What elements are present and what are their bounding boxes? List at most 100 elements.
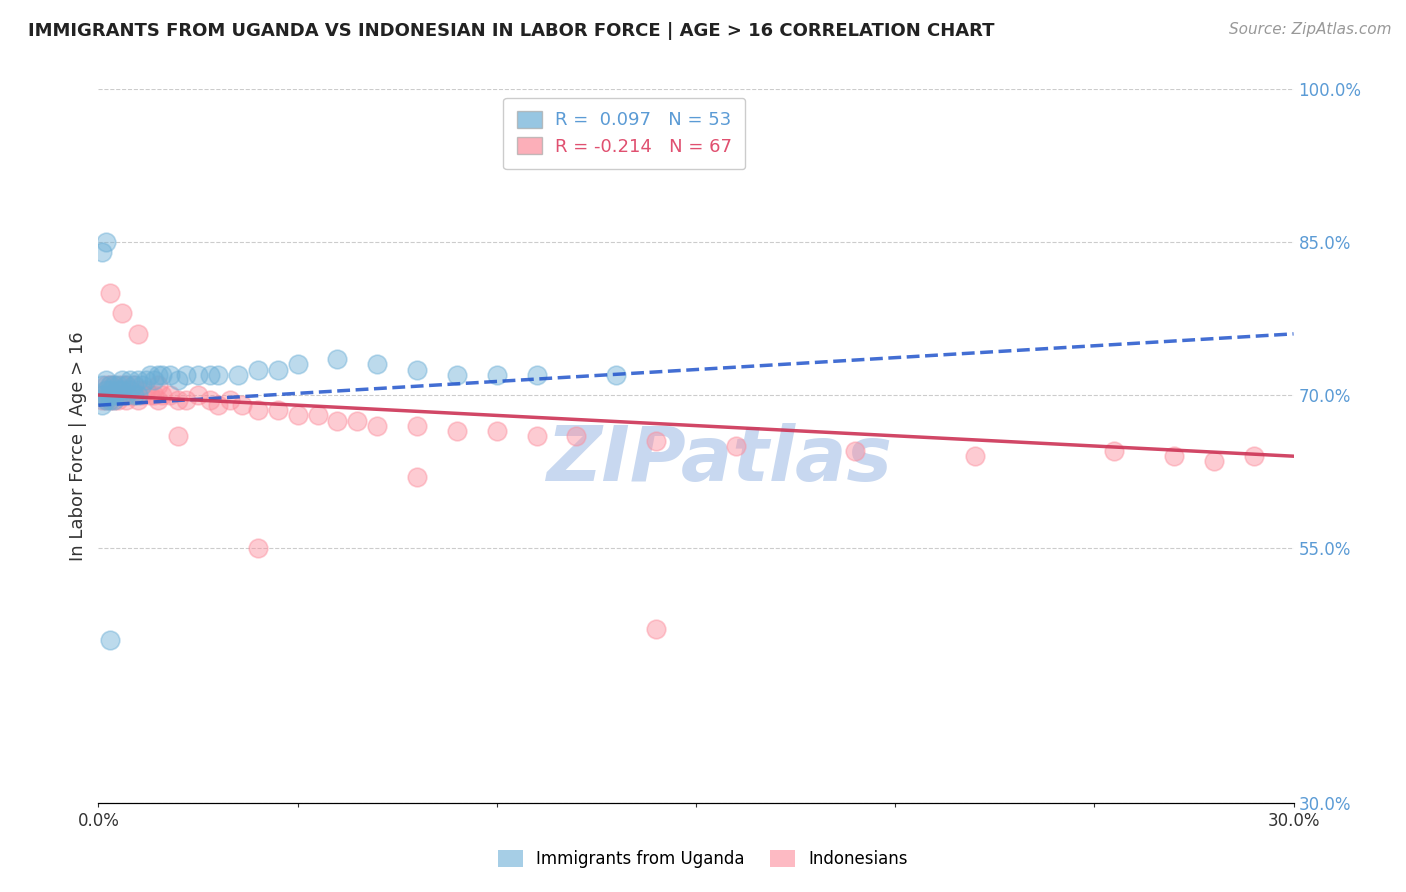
Point — [148, 368, 170, 382]
Point — [96, 235, 118, 249]
Point — [131, 377, 153, 392]
Point — [526, 368, 548, 382]
Y-axis label: In Labor Force | Age > 16: In Labor Force | Age > 16 — [69, 331, 87, 561]
Point — [124, 388, 146, 402]
Point — [115, 377, 138, 392]
Point — [124, 377, 146, 392]
Point — [135, 383, 157, 397]
Point — [107, 383, 129, 397]
Point — [96, 393, 118, 408]
Point — [124, 388, 146, 402]
Point — [406, 469, 429, 483]
Point — [103, 393, 125, 408]
Point — [148, 393, 170, 408]
Legend: R =  0.097   N = 53, R = -0.214   N = 67: R = 0.097 N = 53, R = -0.214 N = 67 — [503, 97, 745, 169]
Point — [645, 434, 668, 448]
Point — [267, 403, 290, 417]
Point — [246, 362, 269, 376]
Point — [107, 377, 129, 392]
Point — [1202, 454, 1225, 468]
Point — [111, 377, 134, 392]
Point — [91, 245, 114, 260]
Point — [174, 368, 197, 382]
Point — [127, 393, 149, 408]
Point — [120, 383, 142, 397]
Point — [96, 383, 118, 397]
Point — [103, 383, 125, 397]
Point — [103, 388, 125, 402]
Legend: Immigrants from Uganda, Indonesians: Immigrants from Uganda, Indonesians — [492, 843, 914, 875]
Point — [287, 409, 309, 423]
Point — [127, 326, 149, 341]
Point — [143, 388, 166, 402]
Point — [187, 388, 209, 402]
Point — [231, 398, 253, 412]
Point — [963, 449, 986, 463]
Point — [246, 541, 269, 555]
Point — [187, 368, 209, 382]
Point — [198, 393, 221, 408]
Point — [307, 409, 329, 423]
Point — [124, 377, 146, 392]
Point — [446, 424, 468, 438]
Point — [100, 388, 122, 402]
Point — [159, 368, 181, 382]
Point — [127, 383, 149, 397]
Point — [100, 377, 122, 392]
Point — [96, 377, 118, 392]
Point — [120, 373, 142, 387]
Point — [107, 388, 129, 402]
Point — [107, 388, 129, 402]
Text: IMMIGRANTS FROM UGANDA VS INDONESIAN IN LABOR FORCE | AGE > 16 CORRELATION CHART: IMMIGRANTS FROM UGANDA VS INDONESIAN IN … — [28, 22, 994, 40]
Point — [115, 383, 138, 397]
Point — [91, 377, 114, 392]
Point — [100, 388, 122, 402]
Point — [287, 358, 309, 372]
Point — [406, 362, 429, 376]
Point — [645, 623, 668, 637]
Point — [135, 373, 157, 387]
Point — [103, 377, 125, 392]
Point — [150, 368, 173, 382]
Point — [207, 368, 229, 382]
Point — [111, 306, 134, 320]
Point — [91, 388, 114, 402]
Text: Source: ZipAtlas.com: Source: ZipAtlas.com — [1229, 22, 1392, 37]
Point — [346, 413, 368, 427]
Point — [120, 388, 142, 402]
Point — [115, 388, 138, 402]
Text: ZIPatlas: ZIPatlas — [547, 424, 893, 497]
Point — [100, 393, 122, 408]
Point — [115, 377, 138, 392]
Point — [226, 368, 249, 382]
Point — [111, 383, 134, 397]
Point — [526, 429, 548, 443]
Point — [107, 393, 129, 408]
Point — [96, 373, 118, 387]
Point — [91, 398, 114, 412]
Point — [100, 393, 122, 408]
Point — [844, 444, 866, 458]
Point — [219, 393, 242, 408]
Point — [96, 393, 118, 408]
Point — [246, 403, 269, 417]
Point — [131, 388, 153, 402]
Point — [1243, 449, 1265, 463]
Point — [139, 368, 162, 382]
Point — [100, 286, 122, 301]
Point — [100, 383, 122, 397]
Point — [91, 393, 114, 408]
Point — [326, 352, 349, 367]
Point — [207, 398, 229, 412]
Point — [115, 393, 138, 408]
Point — [159, 388, 181, 402]
Point — [167, 393, 190, 408]
Point — [366, 418, 388, 433]
Point — [100, 632, 122, 647]
Point — [485, 368, 508, 382]
Point — [1102, 444, 1125, 458]
Point — [605, 368, 627, 382]
Point — [565, 429, 588, 443]
Point — [167, 373, 190, 387]
Point — [143, 373, 166, 387]
